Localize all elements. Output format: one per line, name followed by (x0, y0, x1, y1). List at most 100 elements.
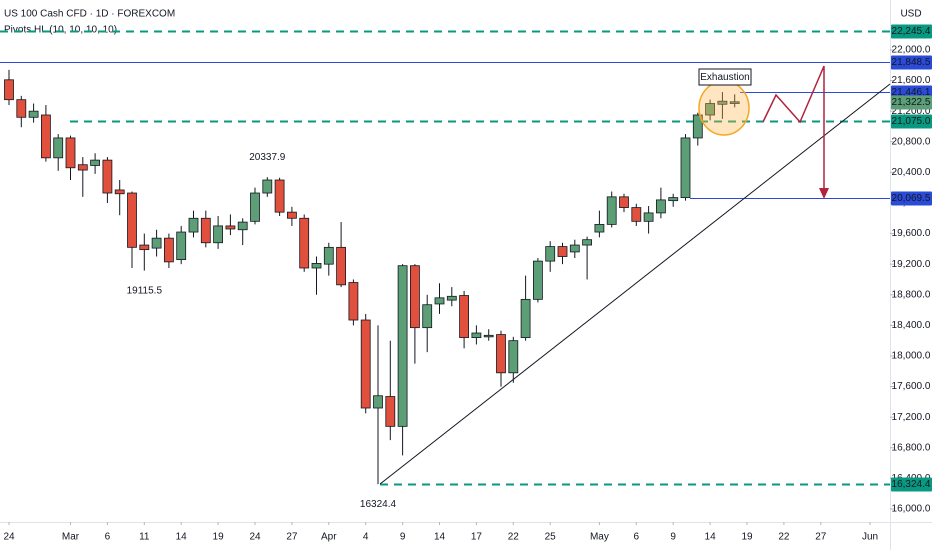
candle-body (163, 237, 174, 263)
candle-body (274, 179, 285, 213)
level-label: 16,324.4 (892, 479, 931, 490)
candle-body (213, 225, 224, 244)
candle-body (582, 239, 592, 246)
trend-line (379, 83, 891, 485)
level-label: 21,322.5 (892, 97, 931, 108)
candle-body (619, 196, 629, 208)
candle-body (705, 103, 715, 116)
candle-body (606, 196, 617, 225)
candle-body (16, 99, 27, 118)
highlight-circle (698, 80, 750, 136)
annotation-text: Exhaustion (700, 72, 749, 83)
candle-body (28, 110, 39, 118)
levels (0, 30, 890, 486)
level-label: 21,075.0 (892, 116, 931, 127)
candle-body (680, 137, 691, 199)
x-tick-label: 19 (741, 532, 753, 543)
candle-body (348, 282, 359, 321)
candle-body (656, 199, 666, 214)
candle-body (385, 396, 396, 427)
candle-body (90, 159, 100, 166)
y-tick-label: 17,600.0 (892, 381, 931, 392)
candle-body (434, 297, 445, 305)
candle-body (692, 114, 703, 139)
candle-body (446, 295, 457, 301)
y-tick-label: 21,200.0 (892, 106, 931, 117)
x-tick-label: 6 (634, 532, 640, 543)
x-tick-label: 14 (434, 532, 446, 543)
level-label-bg (891, 24, 932, 39)
annotation-box (698, 68, 752, 86)
pivot-label: 16324.4 (360, 499, 397, 510)
candle-body (102, 159, 113, 194)
candle-body (4, 79, 14, 101)
y-tick-label: 18,400.0 (892, 320, 931, 331)
candle-body (569, 244, 580, 253)
candle-body (65, 137, 76, 169)
candle-body (397, 265, 408, 427)
x-tick-label: Mar (62, 532, 80, 543)
candle-body (53, 137, 64, 159)
price-axis: 16,000.016,400.016,800.017,200.017,600.0… (890, 24, 932, 515)
candle-body (668, 197, 679, 202)
x-tick-label: 14 (176, 532, 188, 543)
candle-body (262, 179, 273, 194)
candle-body (409, 265, 420, 329)
projection-arrow (819, 188, 829, 199)
candles (4, 69, 740, 485)
candle-body (533, 260, 543, 300)
pivot-label: 19115.5 (127, 285, 163, 296)
x-tick-label: 27 (815, 532, 827, 543)
candle-body (360, 319, 371, 409)
candle-body (188, 217, 199, 233)
candle-body (299, 217, 310, 269)
y-tick-label: 19,200.0 (892, 259, 931, 270)
candle-body (139, 244, 150, 251)
y-tick-label: 18,800.0 (892, 289, 931, 300)
candle-body (176, 231, 187, 260)
candle-body (336, 246, 347, 286)
candle-body (77, 164, 88, 171)
candle-body (127, 192, 137, 248)
candle-body (151, 237, 162, 249)
candle-body (631, 207, 642, 222)
candle-body (323, 246, 334, 265)
x-tick-label: Jun (862, 532, 878, 543)
x-tick-label: May (590, 532, 609, 543)
candle-body (114, 189, 125, 195)
x-tick-label: Apr (321, 532, 337, 543)
y-tick-label: 16,800.0 (892, 442, 931, 453)
candle-body (373, 395, 383, 409)
level-label-bg (891, 477, 932, 492)
y-tick-label: 17,200.0 (892, 412, 931, 423)
level-label-bg (891, 114, 932, 129)
currency-label: USD (900, 9, 921, 20)
candle-body (237, 221, 248, 231)
level-label: 21,848.5 (892, 57, 931, 68)
candle-body (225, 225, 236, 230)
x-tick-label: 27 (286, 532, 298, 543)
x-tick-label: 24 (3, 532, 15, 543)
x-tick-label: 17 (471, 532, 483, 543)
candle-body (422, 304, 433, 329)
candle-body (496, 334, 506, 374)
candle-body (200, 217, 211, 244)
x-tick-label: 25 (545, 532, 557, 543)
candle-body (508, 340, 519, 374)
candle-body (717, 100, 728, 105)
candle-body (459, 295, 470, 339)
candle-body (483, 334, 494, 338)
level-label-bg (891, 191, 932, 206)
x-tick-label: 14 (705, 532, 717, 543)
y-tick-label: 21,600.0 (892, 75, 931, 86)
y-tick-label: 20,800.0 (892, 136, 931, 147)
candle-body (41, 114, 51, 159)
indicator-label: Pivots HL (10, 10, 10, 10) (4, 25, 117, 36)
level-label-bg (891, 55, 932, 70)
y-tick-label: 20,400.0 (892, 167, 931, 178)
candle-body (729, 101, 740, 104)
projection-path (762, 65, 825, 196)
pivot-label: 20337.9 (249, 152, 286, 163)
